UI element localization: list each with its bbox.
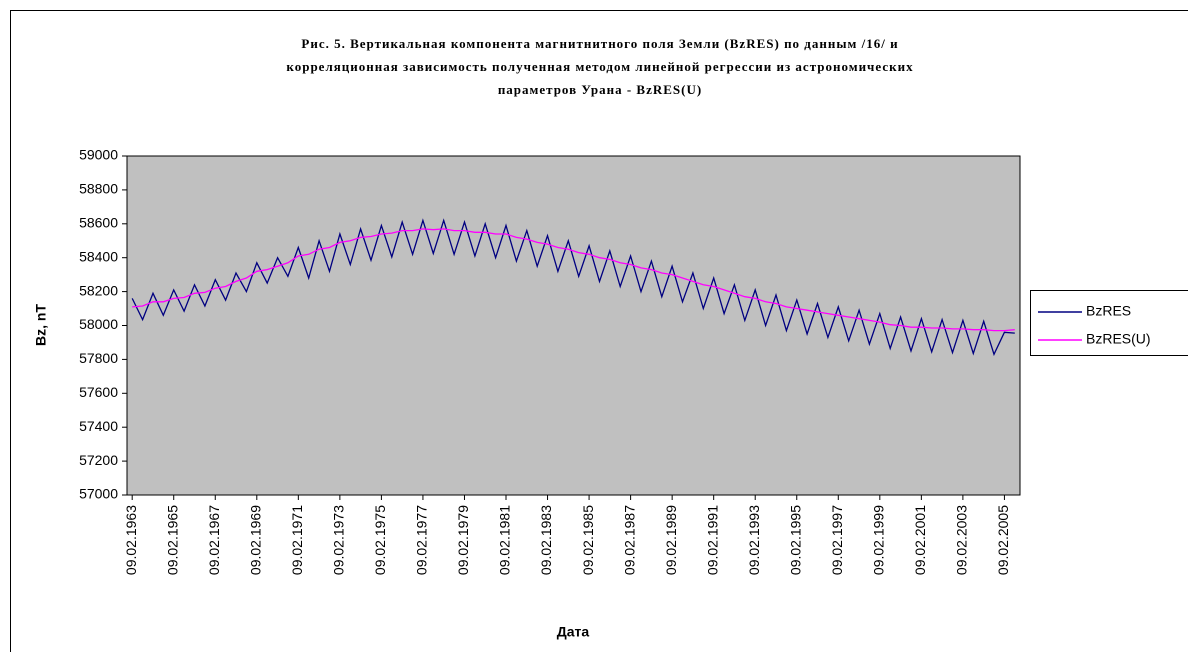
y-tick-label: 59000: [79, 147, 118, 163]
series-line: [132, 228, 1015, 332]
x-tick-label: 09.02.1979: [455, 505, 471, 575]
y-tick-label: 58800: [79, 181, 118, 197]
x-tick-label: 09.02.1987: [621, 505, 637, 575]
x-tick-label: 09.02.1991: [704, 505, 720, 575]
x-tick-label: 09.02.1983: [538, 505, 554, 575]
y-axis-title: Bz, nT: [33, 304, 49, 346]
x-tick-label: 09.02.1985: [580, 505, 596, 575]
x-tick-label: 09.02.1989: [663, 505, 679, 575]
x-tick-label: 09.02.1971: [289, 505, 305, 575]
y-tick-label: 57000: [79, 486, 118, 502]
y-tick-label: 58000: [79, 316, 118, 332]
chart-title: корреляционная зависимость полученная ме…: [286, 59, 913, 74]
x-tick-label: 09.02.1995: [787, 505, 803, 575]
x-tick-label: 09.02.2003: [954, 505, 970, 575]
x-tick-label: 09.02.1965: [164, 505, 180, 575]
chart-title: Рис. 5. Вертикальная компонента магнитни…: [301, 36, 898, 51]
series-line: [131, 218, 1015, 357]
x-tick-label: 09.02.1967: [206, 505, 222, 575]
y-tick-label: 58200: [79, 282, 118, 298]
x-tick-label: 09.02.1963: [123, 505, 139, 575]
legend-label: BzRES: [1086, 303, 1131, 319]
x-tick-label: 09.02.1975: [372, 505, 388, 575]
x-tick-label: 09.02.2005: [995, 505, 1011, 575]
x-tick-label: 09.02.1981: [497, 505, 513, 575]
x-tick-label: 09.02.1977: [414, 505, 430, 575]
y-tick-label: 57200: [79, 452, 118, 468]
y-tick-label: 58600: [79, 215, 118, 231]
x-tick-label: 09.02.1969: [247, 505, 263, 575]
y-tick-label: 58400: [79, 248, 118, 264]
y-tick-label: 57600: [79, 384, 118, 400]
x-tick-label: 09.02.2001: [912, 505, 928, 575]
x-tick-label: 09.02.1993: [746, 505, 762, 575]
y-tick-label: 57800: [79, 350, 118, 366]
legend-box: [1030, 290, 1188, 356]
x-axis-title: Дата: [557, 624, 590, 640]
x-tick-label: 09.02.1973: [331, 505, 347, 575]
plot-area: [126, 155, 1021, 496]
chart-title: параметров Урана - BzRES(U): [498, 82, 702, 97]
legend-label: BzRES(U): [1086, 331, 1151, 347]
y-tick-label: 57400: [79, 418, 118, 434]
x-tick-label: 09.02.1999: [871, 505, 887, 575]
x-tick-label: 09.02.1997: [829, 505, 845, 575]
